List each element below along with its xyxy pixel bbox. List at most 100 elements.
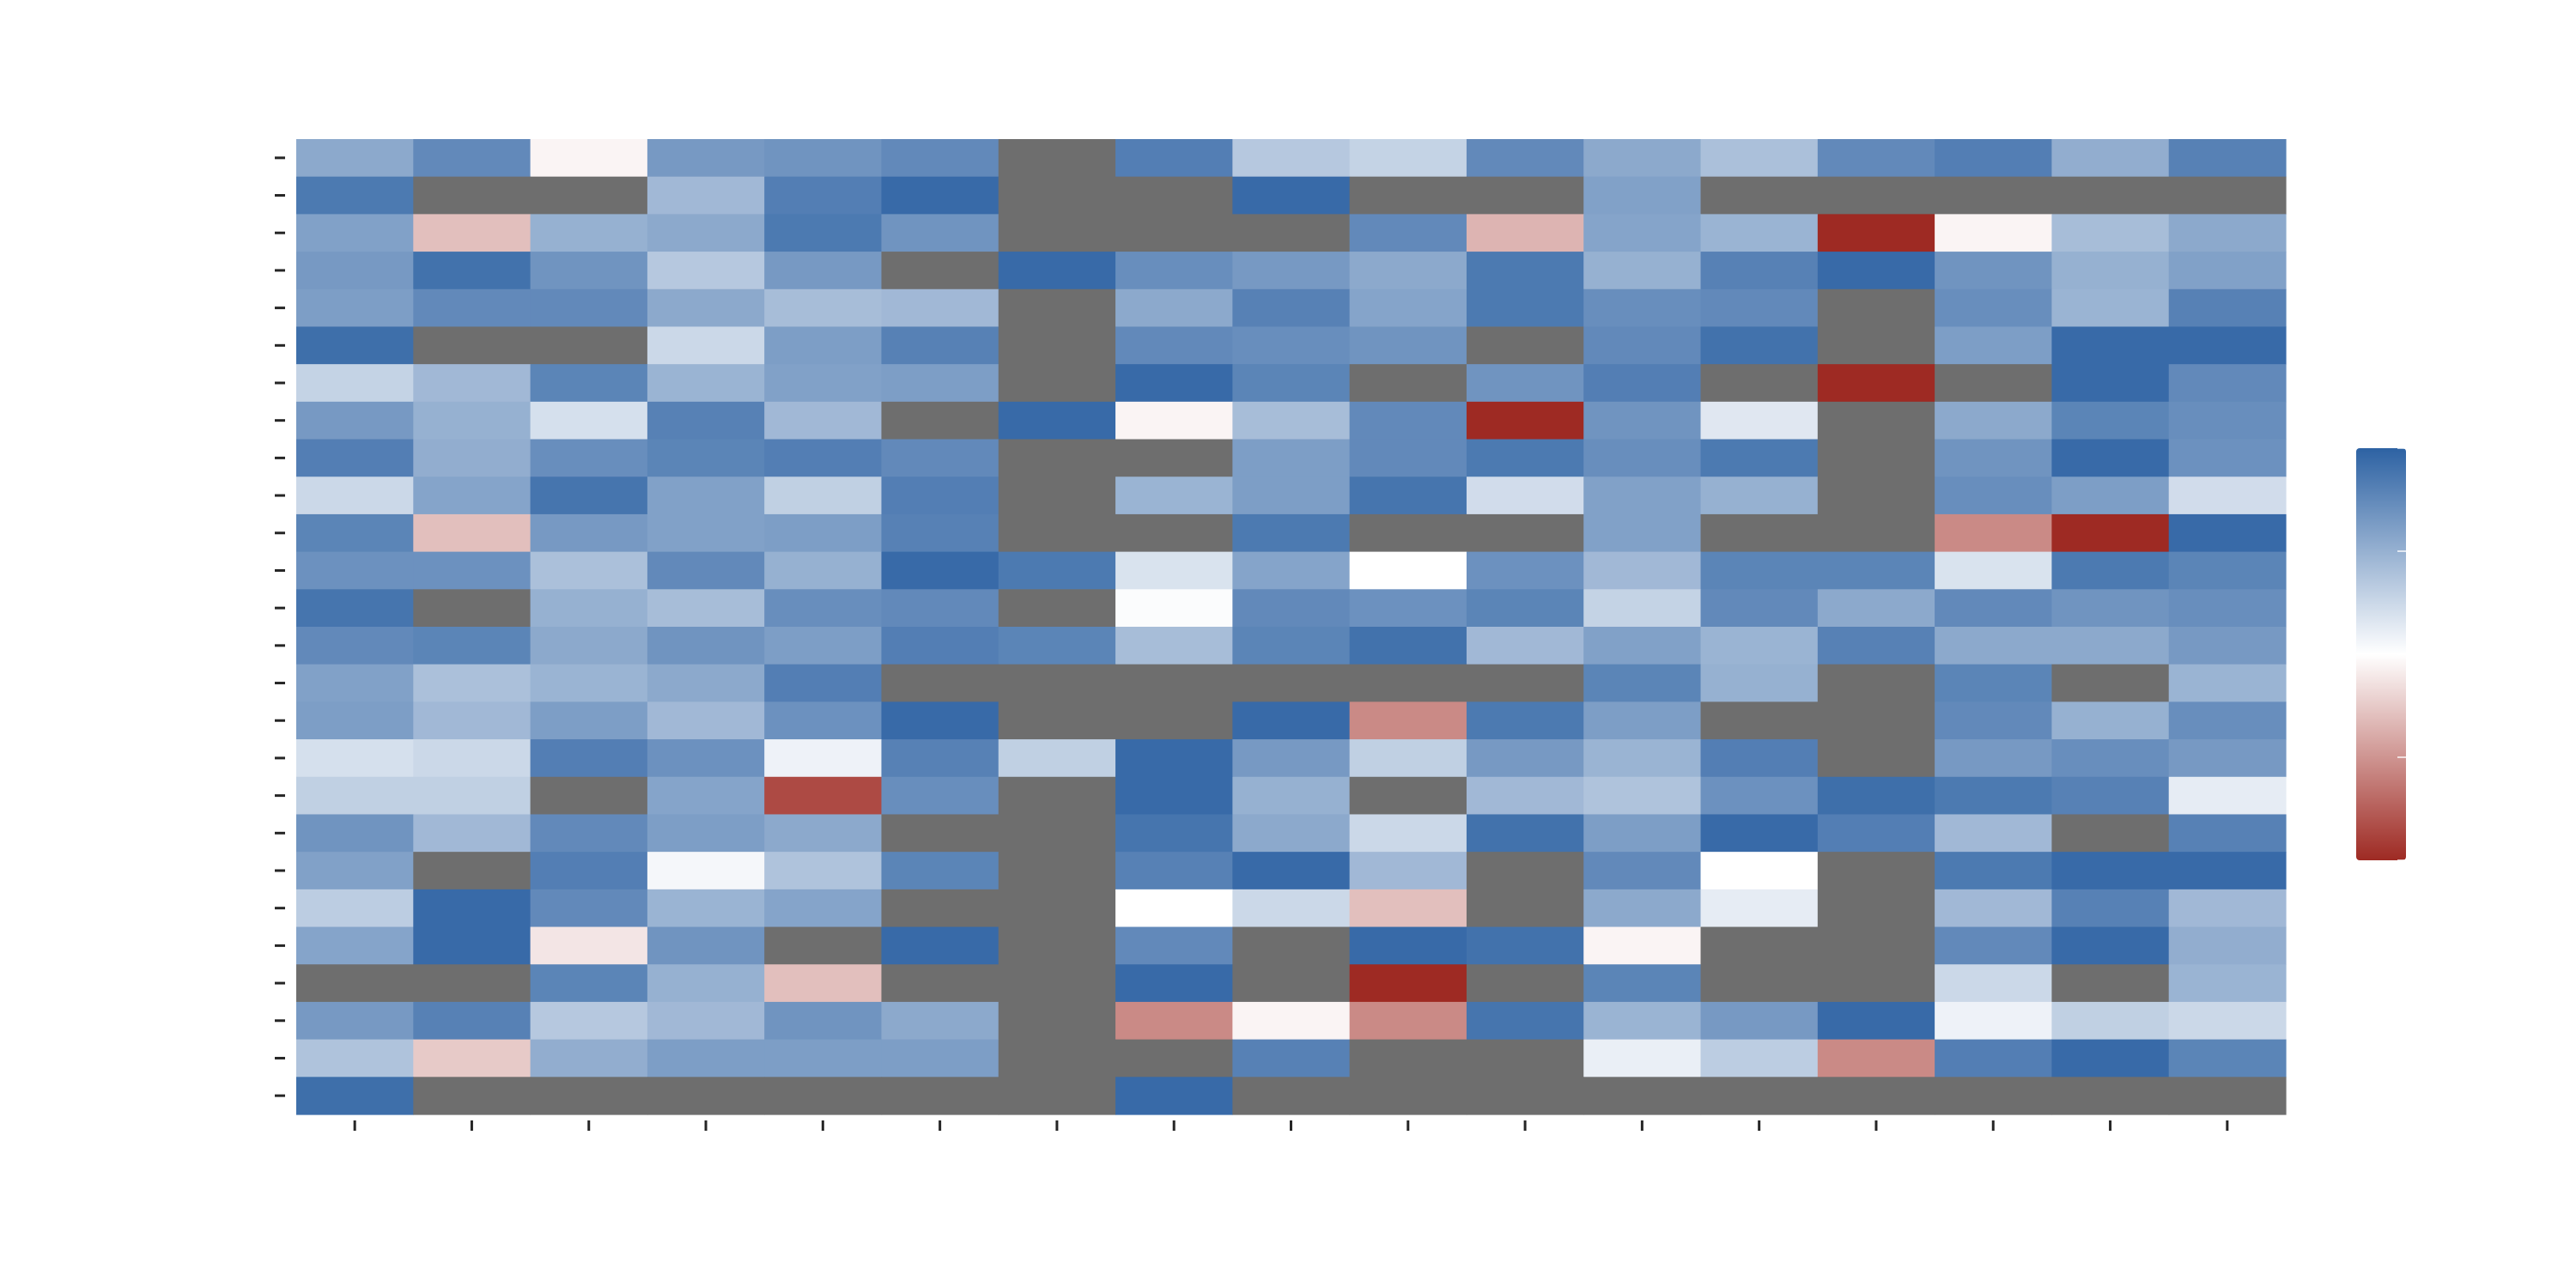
- heatmap-cell: [1817, 814, 1935, 853]
- heatmap-cell-missing: [530, 176, 648, 215]
- heatmap-cell: [647, 776, 765, 816]
- heatmap-cell: [764, 288, 883, 328]
- heatmap-cell: [1232, 589, 1351, 628]
- heatmap-cell: [1232, 701, 1351, 740]
- heatmap-cell-missing: [2051, 1077, 2170, 1115]
- heatmap-cell: [413, 214, 532, 252]
- heatmap-cell: [2051, 551, 2170, 590]
- heatmap-cell: [1935, 1001, 2053, 1041]
- heatmap-cell-missing: [1115, 701, 1233, 740]
- heatmap-cell: [1466, 288, 1584, 328]
- heatmap-cell: [1466, 551, 1584, 590]
- heatmap-cell: [1115, 889, 1233, 928]
- heatmap-cell: [998, 252, 1116, 290]
- heatmap-cell-missing: [1466, 1077, 1584, 1115]
- heatmap-cell: [647, 401, 765, 440]
- heatmap-cell: [1583, 439, 1702, 477]
- heatmap-cell: [1466, 1001, 1584, 1041]
- heatmap-cell: [296, 551, 414, 590]
- heatmap-cell-missing: [998, 326, 1116, 365]
- heatmap-cell: [413, 814, 532, 853]
- heatmap-cell: [296, 1077, 414, 1115]
- heatmap-cell: [1115, 288, 1233, 328]
- heatmap-cell: [413, 364, 532, 403]
- heatmap-cell: [530, 964, 648, 1003]
- heatmap-cell: [1583, 664, 1702, 702]
- heatmap-cell: [2168, 252, 2287, 290]
- heatmap-cell-missing: [1115, 664, 1233, 702]
- heatmap-cell-missing: [1700, 176, 1819, 215]
- heatmap-cell: [413, 439, 532, 477]
- heatmap-cell: [296, 139, 414, 178]
- heatmap-cell: [2051, 401, 2170, 440]
- heatmap-cell-missing: [1935, 364, 2053, 403]
- heatmap-cell: [1700, 288, 1819, 328]
- heatmap-cell-missing: [1817, 739, 1935, 778]
- heatmap-cell: [1349, 401, 1467, 440]
- heatmap-cell: [1232, 852, 1351, 890]
- heatmap-cell: [413, 1039, 532, 1078]
- heatmap-cell: [1935, 252, 2053, 290]
- heatmap-cell: [1935, 701, 2053, 740]
- heatmap-cell: [1232, 739, 1351, 778]
- heatmap-cell: [530, 589, 648, 628]
- heatmap-cell: [2051, 252, 2170, 290]
- heatmap-cell-missing: [1817, 664, 1935, 702]
- heatmap-cell: [1349, 739, 1467, 778]
- heatmap-cell: [2051, 627, 2170, 665]
- heatmap-cell: [1583, 1039, 1702, 1078]
- heatmap-cell: [764, 513, 883, 553]
- heatmap-cell-missing: [1466, 852, 1584, 890]
- heatmap-cell: [296, 176, 414, 215]
- heatmap-cell-missing: [998, 814, 1116, 853]
- heatmap-cell: [1817, 776, 1935, 816]
- heatmap-cell: [1935, 739, 2053, 778]
- heatmap-cell: [1935, 477, 2053, 515]
- heatmap-cell-missing: [1466, 176, 1584, 215]
- heatmap-cell: [1349, 964, 1467, 1003]
- heatmap-cell-missing: [881, 664, 999, 702]
- heatmap-cell-missing: [1349, 176, 1467, 215]
- heatmap-cell: [1935, 439, 2053, 477]
- heatmap-cell: [1700, 852, 1819, 890]
- heatmap-cell: [764, 852, 883, 890]
- heatmap-cell: [1583, 964, 1702, 1003]
- heatmap-cell: [1583, 252, 1702, 290]
- heatmap-cell-missing: [1115, 176, 1233, 215]
- heatmap-cell: [530, 288, 648, 328]
- heatmap-cell: [2168, 964, 2287, 1003]
- heatmap-cell: [764, 1039, 883, 1078]
- heatmap-cell: [2168, 288, 2287, 328]
- heatmap-cell-missing: [1700, 926, 1819, 965]
- heatmap-cell: [296, 326, 414, 365]
- heatmap-cell: [1349, 627, 1467, 665]
- heatmap-cell-missing: [881, 252, 999, 290]
- heatmap-cell: [1115, 814, 1233, 853]
- heatmap-cell-missing: [530, 1077, 648, 1115]
- heatmap-cell: [2051, 589, 2170, 628]
- heatmap-cell-missing: [1349, 664, 1467, 702]
- heatmap-cell: [1466, 252, 1584, 290]
- heatmap-cell: [2168, 776, 2287, 816]
- heatmap-cell: [2051, 288, 2170, 328]
- heatmap-cell: [1935, 814, 2053, 853]
- heatmap-cell-missing: [1817, 1077, 1935, 1115]
- heatmap-cell: [1466, 401, 1584, 440]
- heatmap-cell-missing: [1817, 889, 1935, 928]
- heatmap-cell: [998, 401, 1116, 440]
- heatmap-cell: [881, 439, 999, 477]
- heatmap-cell: [1115, 551, 1233, 590]
- heatmap-cell: [647, 214, 765, 252]
- heatmap-cell: [1700, 214, 1819, 252]
- heatmap-cell: [2051, 326, 2170, 365]
- heatmap-cell: [1349, 1001, 1467, 1041]
- heatmap-cell: [530, 439, 648, 477]
- heatmap-cell: [764, 214, 883, 252]
- heatmap-cell: [764, 701, 883, 740]
- heatmap-cell: [1349, 477, 1467, 515]
- heatmap-cell-missing: [1935, 1077, 2053, 1115]
- heatmap-cell: [2051, 852, 2170, 890]
- heatmap-cell-missing: [1115, 214, 1233, 252]
- heatmap-cell: [1935, 926, 2053, 965]
- heatmap-cell-missing: [1232, 214, 1351, 252]
